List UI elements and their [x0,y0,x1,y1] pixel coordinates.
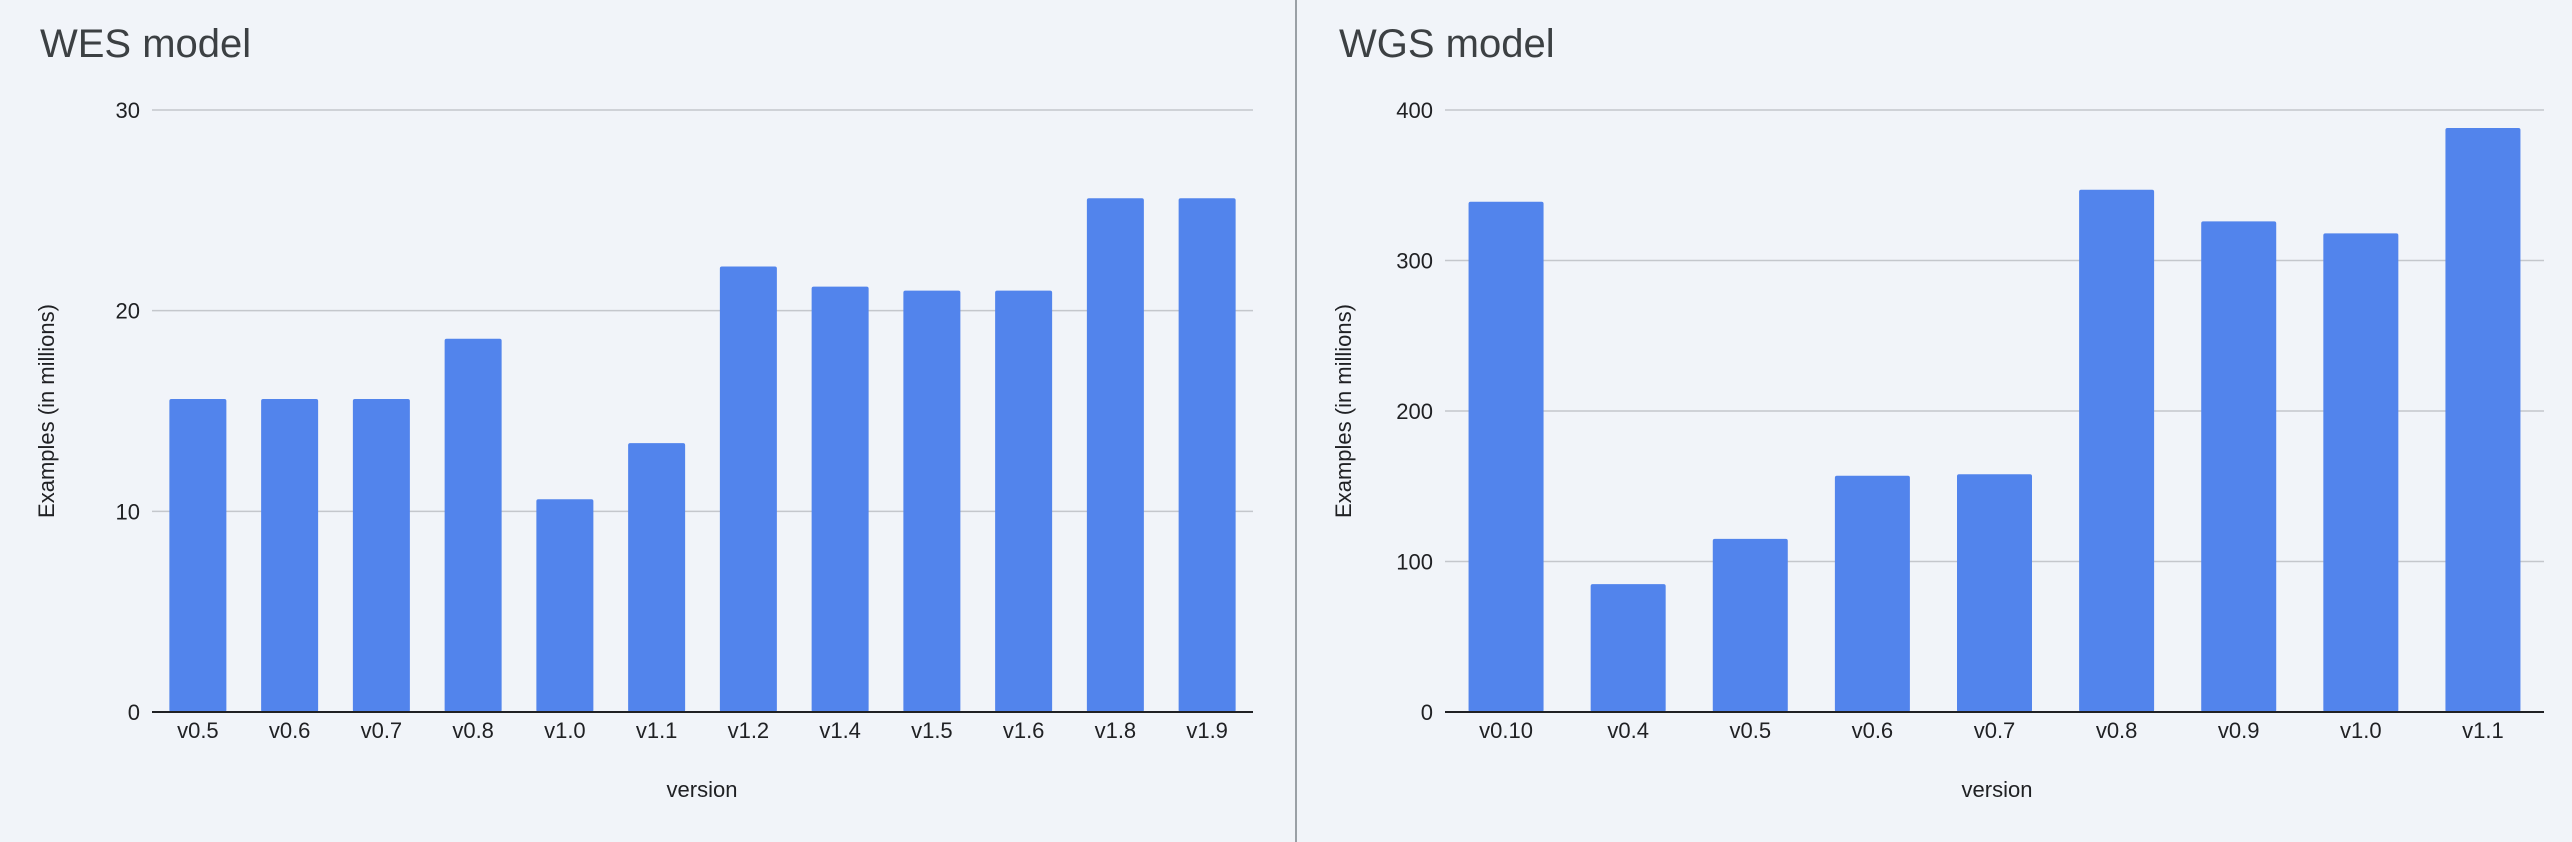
wes-x-tick-label: v0.5 [177,718,219,743]
wgs-y-axis-title: Examples (in millions) [1331,304,1356,518]
wes-x-tick-label: v1.2 [728,718,770,743]
wgs-bar [2323,233,2399,712]
wes-bar [352,398,410,712]
wes-x-tick-label: v0.6 [269,718,311,743]
wgs-y-tick-label: 200 [1396,399,1433,424]
wes-y-tick-label: 0 [128,700,140,725]
wgs-bar [1590,584,1666,712]
wgs-bar [1834,475,1910,712]
wgs-bar [2201,221,2277,712]
wes-x-tick-label: v1.1 [636,718,678,743]
wes-x-tick-label: v0.8 [452,718,494,743]
wes-bar [536,499,594,712]
wes-x-tick-label: v1.0 [544,718,586,743]
wes-bar [628,443,686,712]
wgs-y-tick-label: 300 [1396,249,1433,274]
wgs-y-tick-label: 0 [1421,700,1433,725]
wgs-bar [1468,201,1544,712]
wes-x-tick-label: v0.7 [361,718,403,743]
wgs-x-tick-label: v0.7 [1974,718,2016,743]
wes-chart-title: WES model [40,22,252,66]
wes-bar [903,290,961,712]
wes-x-tick-label: v1.9 [1186,718,1228,743]
wes-bar [719,266,777,712]
wes-x-tick-label: v1.4 [819,718,861,743]
wgs-x-tick-label: v0.6 [1852,718,1894,743]
wgs-x-tick-label: v1.0 [2340,718,2382,743]
wes-bar-chart: 0 10 20 30 v0.5 v0.6 v0.7 v0.8 v1.0 v1.1 v1.2 v1.4 v… [34,98,1253,802]
wes-y-tick-label: 20 [116,299,140,324]
wgs-chart-title: WGS model [1339,22,1555,66]
wgs-y-tick-label: 100 [1396,550,1433,575]
wes-x-tick-label: v1.5 [911,718,953,743]
wes-x-tick-label: v1.8 [1095,718,1137,743]
wes-bar [169,398,227,712]
wes-x-tick-label: v1.6 [1003,718,1045,743]
wgs-bar [1712,538,1788,712]
wes-bar [1178,198,1236,712]
wgs-bar-chart: 0 100 200 300 400 v0.10 v0.4 v0.5 v0.6 v0.7 v0.8 v0… [1331,98,2544,802]
wes-bar [444,338,502,712]
wes-bar [261,398,319,712]
wes-bar [1086,198,1144,712]
wgs-y-tick-label: 400 [1396,98,1433,123]
wes-x-axis-title: version [667,777,738,802]
wgs-x-tick-label: v0.9 [2218,718,2260,743]
wes-bar [811,286,869,712]
wes-y-tick-label: 10 [116,499,140,524]
wes-bar [995,290,1053,712]
wgs-bar [1957,474,2032,712]
panel-divider [1295,0,1297,842]
wgs-chart-panel: WGS model 0 100 200 300 400 v0.10 v0.4 v0.5 v0.6… [1297,0,2572,842]
wgs-x-axis-title: version [1962,777,2033,802]
wes-y-axis-title: Examples (in millions) [34,304,59,518]
wes-chart-panel: WES model 0 10 20 30 v0.5 v0.6 v0.7 v0.8 v1.0 v1.… [34,22,1253,802]
wes-y-tick-label: 30 [116,98,140,123]
wgs-bar [2079,189,2155,712]
wgs-x-tick-label: v0.5 [1729,718,1771,743]
wgs-x-tick-label: v0.8 [2096,718,2138,743]
wgs-x-tick-label: v0.10 [1479,718,1533,743]
wgs-x-tick-label: v0.4 [1607,718,1649,743]
wgs-x-tick-label: v1.1 [2462,718,2504,743]
wgs-bar [2445,128,2521,712]
